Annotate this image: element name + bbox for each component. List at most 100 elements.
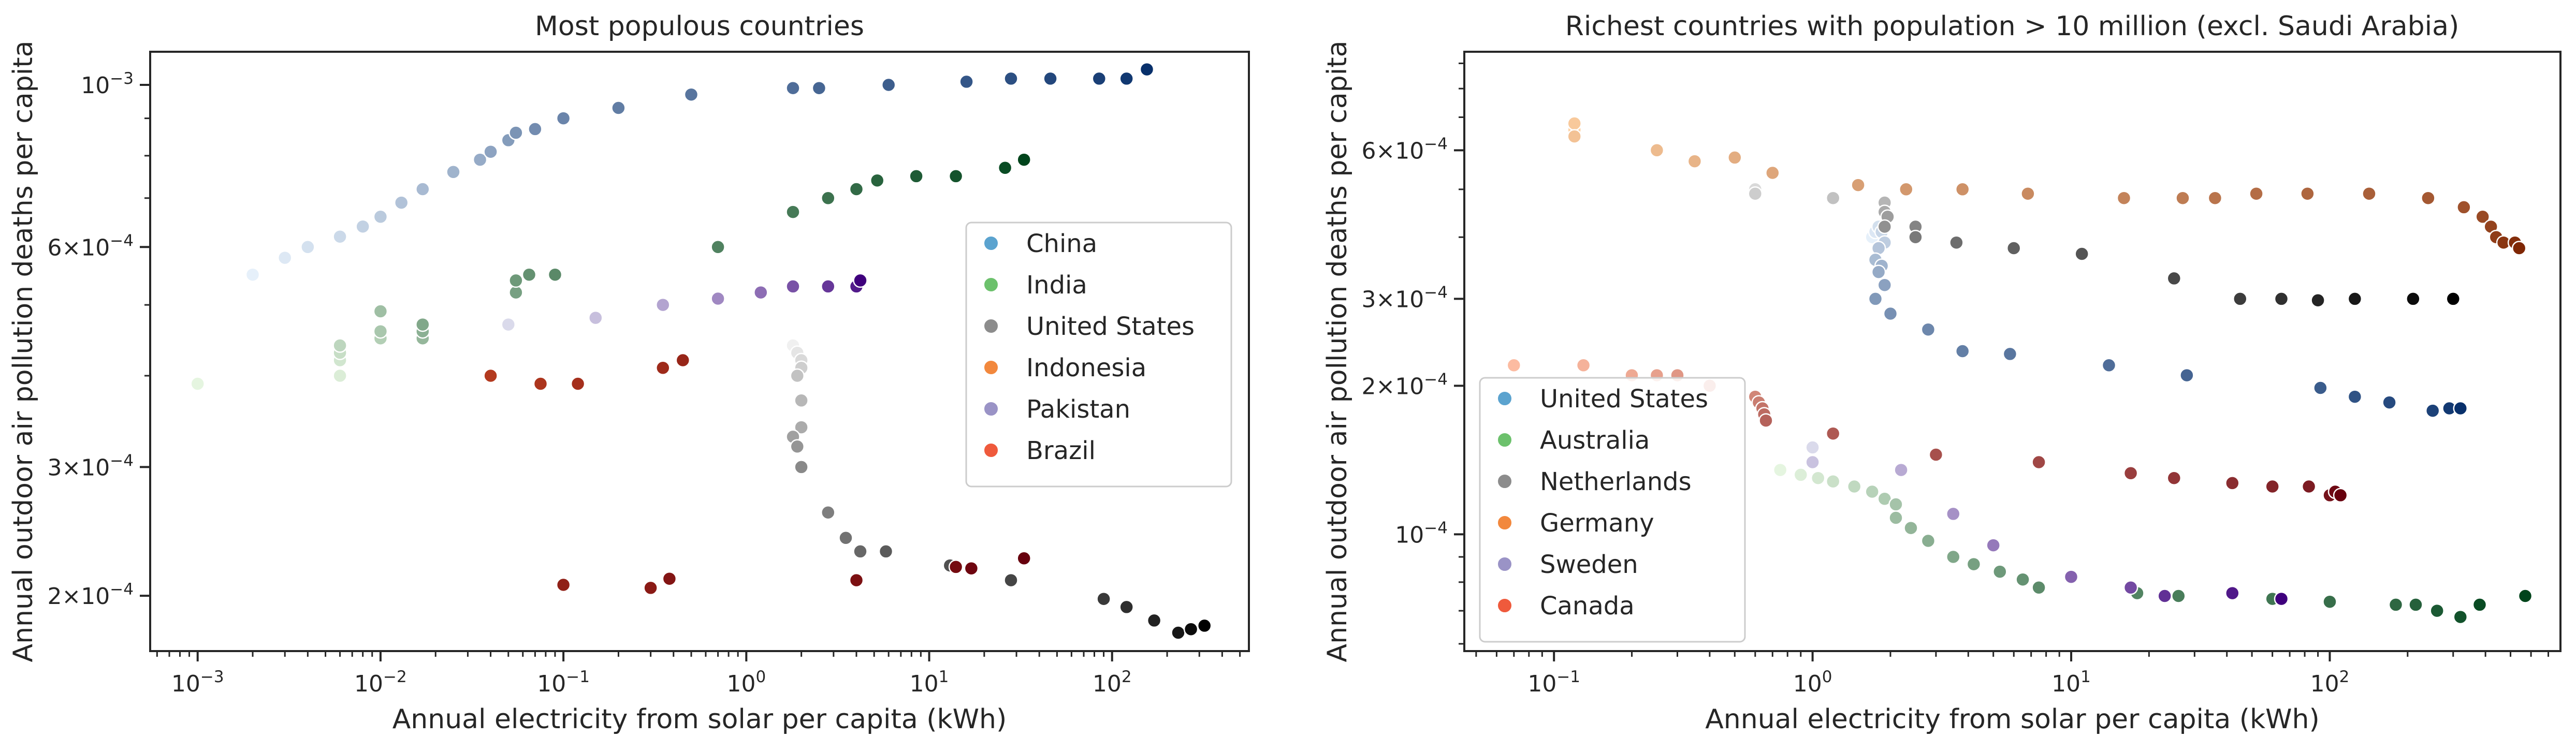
x-tick-label: 100 [1793,668,1832,697]
plot-frame [1463,51,2562,652]
data-point-canada [2265,479,2280,494]
legend-marker [1497,474,1512,489]
legend-marker [1497,391,1512,406]
data-point-united-states [790,439,805,454]
data-point-brazil [849,572,864,588]
data-point-india [909,169,924,184]
data-point-australia [1920,533,1936,549]
data-point-united-states [1955,344,1970,359]
data-point-brazil [556,577,571,593]
data-point-australia [1865,484,1880,499]
x-tick-label: 10−1 [1527,668,1580,697]
data-point-sweden [1805,440,1820,455]
legend-marker [983,235,999,251]
data-point-india [508,273,523,288]
data-point-brazil [1016,551,1031,566]
data-point-canada [2225,476,2240,491]
data-point-australia [1810,470,1826,485]
data-point-united-states [2453,401,2468,416]
data-point-china [811,80,827,96]
data-point-netherlands [1908,229,1923,245]
data-point-brazil [948,559,964,574]
data-point-india [332,368,347,384]
data-point-united-states [1920,322,1936,337]
data-point-australia [1888,497,1903,512]
data-point-germany [1687,154,1702,169]
y-axis-label: Annual outdoor air pollution deaths per … [8,41,39,662]
data-point-pakistan [588,310,603,326]
data-point-india [997,160,1013,175]
data-point-netherlands [2446,291,2461,306]
data-point-china [683,87,699,102]
legend-label: Indonesia [1026,353,1146,382]
legend-marker [983,360,999,375]
data-point-australia [2472,597,2487,612]
data-point-netherlands [1949,235,1964,250]
legend-label: Brazil [1026,436,1096,465]
legend: United States Australia Netherlands Germany… [1479,377,1746,643]
data-point-united-states [1871,264,1886,279]
data-point-brazil [662,571,677,586]
data-point-india [332,338,347,353]
data-point-china [556,111,571,126]
data-point-china [508,125,523,140]
data-point-united-states [1197,618,1212,633]
legend-marker [1497,515,1512,530]
data-point-pakistan [821,279,836,294]
legend-label: Netherlands [1540,467,1692,496]
data-point-india [710,240,725,255]
data-point-canada [2333,488,2348,503]
data-point-australia [2031,580,2046,595]
data-point-india [547,267,563,282]
data-point-netherlands [2310,292,2325,308]
data-point-australia [1946,549,1961,565]
data-point-united-states [1883,306,1898,321]
data-point-united-states [790,368,805,384]
x-tick-label: 101 [2051,668,2091,697]
legend-label: Pakistan [1026,395,1130,424]
data-point-australia [2453,609,2468,625]
legend-marker [983,443,999,458]
data-point-germany [1649,143,1665,158]
data-point-united-states [821,505,836,520]
data-point-india [849,182,864,197]
data-point-canada [2166,470,2182,485]
data-point-australia [2015,572,2030,587]
data-point-sweden [1946,506,1961,522]
legend-label: United States [1540,385,1708,414]
data-point-china [528,122,543,137]
legend: China India United States Indonesia Pakistan… [965,222,1232,488]
data-point-netherlands [2233,291,2248,306]
data-point-australia [1888,510,1903,525]
data-point-australia [1846,479,1862,494]
data-point-germany [1955,182,1970,197]
data-point-germany [2116,190,2132,205]
data-point-pakistan [853,273,868,288]
data-point-india [821,190,836,206]
data-point-germany [1851,178,1866,193]
data-point-china [355,219,370,234]
chart-title: Richest countries with population > 10 m… [1565,11,2459,42]
legend-marker [1497,556,1512,572]
data-point-germany [2175,190,2190,205]
x-tick-label: 101 [910,668,949,697]
data-point-sweden [1894,462,1909,478]
data-point-germany [2249,186,2264,201]
data-point-pakistan [753,285,768,300]
data-point-germany [2475,209,2490,225]
data-point-netherlands [2347,291,2363,306]
data-point-australia [2322,594,2337,609]
data-point-australia [2408,597,2423,612]
legend-label: India [1026,271,1087,300]
data-point-brazil [483,368,498,384]
data-point-australia [1772,462,1788,478]
data-point-netherlands [1825,190,1841,205]
data-points [190,62,1212,640]
y-tick-label: 6×10−4 [1361,135,1448,164]
data-point-china [1003,71,1018,86]
legend-marker [983,277,999,292]
data-point-canada [1928,447,1944,462]
data-point-sweden [2274,591,2289,607]
data-point-canada [2031,454,2046,470]
legend-label: Sweden [1540,550,1638,579]
